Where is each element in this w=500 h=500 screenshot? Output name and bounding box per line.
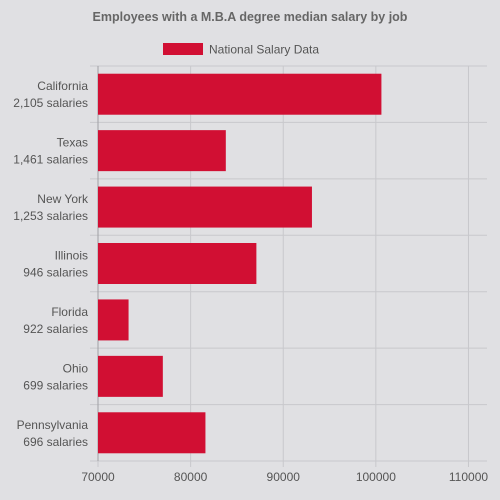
bar[interactable] (98, 299, 129, 341)
x-tick-label: 70000 (81, 470, 115, 484)
bar[interactable] (98, 186, 312, 228)
category-labels: California 2,105 salaries Texas 1,461 salar… (13, 79, 89, 449)
category-label: Ohio 699 salaries (23, 361, 88, 392)
chart-title: Employees with a M.B.A degree median sal… (93, 10, 408, 24)
category-label: California 2,105 salaries (13, 79, 88, 110)
category-label: Pennsylvania 696 salaries (17, 418, 89, 449)
bar[interactable] (98, 355, 163, 397)
legend-label: National Salary Data (209, 43, 319, 57)
bar[interactable] (98, 412, 206, 454)
category-label: Texas 1,461 salaries (13, 136, 88, 167)
category-label: Florida 922 salaries (23, 305, 88, 336)
bar[interactable] (98, 130, 226, 172)
bar[interactable] (98, 73, 382, 115)
bar[interactable] (98, 243, 257, 284)
x-tick-label: 80000 (174, 470, 208, 484)
legend-swatch (163, 43, 203, 55)
category-label: Illinois 946 salaries (23, 249, 88, 280)
x-tick-label: 90000 (267, 470, 301, 484)
category-label: New York 1,253 salaries (13, 192, 89, 223)
x-tick-label: 110000 (449, 470, 488, 484)
legend[interactable]: National Salary Data (163, 43, 319, 57)
x-tick-label: 100000 (356, 470, 396, 484)
x-axis-ticks: 70000 80000 90000 100000 110000 (81, 470, 488, 484)
bars (98, 73, 382, 454)
